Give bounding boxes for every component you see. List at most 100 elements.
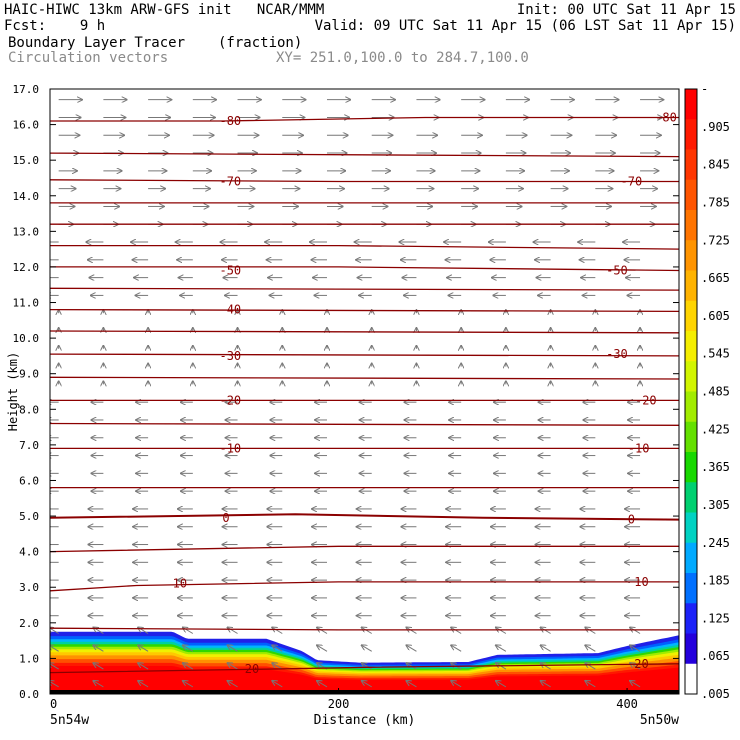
colorbar-label: .125 bbox=[701, 611, 730, 625]
wind-vector bbox=[272, 628, 283, 634]
y-tick-label: 8.0 bbox=[19, 403, 39, 416]
wind-vector bbox=[317, 628, 328, 634]
wind-vector bbox=[183, 645, 194, 652]
wind-vector bbox=[272, 645, 283, 652]
circulation-vectors bbox=[50, 100, 664, 688]
wind-vector bbox=[362, 663, 372, 670]
colorbar-label: .665 bbox=[701, 271, 730, 285]
wind-vector bbox=[138, 645, 149, 652]
contour-line bbox=[50, 627, 679, 631]
forecast-hour: Fcst: 9 h bbox=[4, 18, 106, 34]
contour-label: 10 bbox=[634, 575, 648, 589]
contour-label: -20 bbox=[219, 393, 241, 407]
contour-label: -50 bbox=[606, 264, 628, 278]
wind-vector bbox=[541, 681, 551, 688]
colorbar-label: .905 bbox=[701, 120, 730, 134]
colorbar-swatch bbox=[685, 119, 697, 150]
wind-vector bbox=[228, 645, 238, 652]
contour-label: 10 bbox=[173, 577, 187, 591]
colorbar-swatch bbox=[685, 421, 697, 453]
wind-vector bbox=[585, 645, 596, 652]
wind-vector bbox=[406, 663, 417, 670]
terrain-line bbox=[50, 690, 679, 694]
wind-vector bbox=[406, 681, 417, 688]
contour-label: 20 bbox=[634, 657, 648, 671]
colorbar-swatch bbox=[685, 391, 697, 423]
wind-vector bbox=[317, 681, 328, 688]
colorbar-label: .365 bbox=[701, 460, 730, 474]
wind-vector bbox=[317, 645, 328, 652]
wind-vector bbox=[272, 681, 283, 688]
colorbar-label: .605 bbox=[701, 309, 730, 323]
colorbar-swatch bbox=[685, 361, 697, 392]
colorbar-label: .485 bbox=[701, 385, 730, 399]
contour-label: -20 bbox=[635, 393, 657, 407]
contour-line bbox=[50, 422, 679, 426]
contour-line bbox=[50, 116, 679, 122]
x-axis-label: Distance (km) bbox=[314, 713, 416, 728]
contour-line bbox=[50, 179, 679, 183]
x-start-label: 5n54w bbox=[50, 713, 89, 728]
contour-line bbox=[50, 287, 679, 291]
colorbar-label: .305 bbox=[701, 498, 730, 512]
colorbar-swatch bbox=[685, 179, 697, 211]
wind-vector bbox=[406, 645, 417, 652]
field-name: Boundary Layer Tracer bbox=[8, 35, 186, 51]
wind-vector bbox=[630, 645, 641, 652]
wind-vector bbox=[183, 681, 194, 688]
y-tick-label: 0.0 bbox=[19, 688, 39, 701]
wind-vector bbox=[228, 628, 238, 634]
contour-line bbox=[50, 266, 679, 272]
colorbar-swatch bbox=[685, 603, 697, 634]
contour-line bbox=[50, 513, 679, 521]
wind-vector bbox=[362, 681, 372, 688]
contour-label: -10 bbox=[219, 441, 241, 455]
y-tick-label: 4.0 bbox=[19, 546, 39, 559]
colorbar-swatch bbox=[685, 452, 697, 483]
model-title: HAIC-HIWC 13km ARW-GFS init NCAR/MMM bbox=[4, 2, 325, 18]
x-tick-label: 0 bbox=[50, 697, 57, 711]
contour-line bbox=[50, 152, 679, 158]
contour-label: -30 bbox=[606, 347, 628, 361]
wind-vector bbox=[138, 681, 149, 688]
wind-vector bbox=[541, 663, 551, 670]
wind-vector bbox=[630, 681, 641, 688]
contour-label: 20 bbox=[245, 662, 259, 676]
y-tick-label: 16.0 bbox=[13, 119, 40, 132]
contour-line bbox=[50, 308, 679, 313]
contour-line bbox=[50, 330, 679, 334]
valid-time: Valid: 09 UTC Sat 11 Apr 15 (06 LST Sat … bbox=[314, 18, 736, 34]
y-tick-label: 13.0 bbox=[13, 225, 40, 238]
contour-line bbox=[50, 663, 679, 674]
colorbar-swatch bbox=[685, 482, 697, 513]
contour-line bbox=[50, 545, 679, 553]
wind-vector bbox=[138, 663, 149, 670]
contour-line bbox=[50, 244, 679, 250]
y-tick-label: 15.0 bbox=[13, 154, 40, 167]
x-tick-label: 400 bbox=[616, 697, 638, 711]
colorbar-swatch bbox=[685, 573, 697, 604]
wind-vector bbox=[496, 645, 507, 652]
contour-label: -70 bbox=[621, 175, 643, 189]
wind-vector bbox=[228, 663, 238, 670]
colorbar-label: .545 bbox=[701, 347, 730, 361]
contour-label: -50 bbox=[219, 264, 241, 278]
colorbar-label: .845 bbox=[701, 158, 730, 172]
contour-line bbox=[50, 376, 679, 380]
wind-vector bbox=[93, 663, 104, 670]
y-tick-label: 12.0 bbox=[13, 261, 40, 274]
colorbar: - .905 .845 .785 .725 .665 .605 .545 .485 .425 .36… bbox=[684, 82, 730, 701]
y-tick-label: 5.0 bbox=[19, 510, 39, 523]
contour-label: -40 bbox=[219, 303, 241, 317]
contour-label: -80 bbox=[655, 110, 677, 124]
colorbar-label: - bbox=[701, 82, 708, 96]
contour-line bbox=[50, 353, 679, 357]
colorbar-swatch bbox=[685, 331, 697, 362]
wind-vector bbox=[541, 645, 551, 652]
y-tick-label: 7.0 bbox=[19, 439, 39, 452]
colorbar-swatch bbox=[685, 300, 697, 332]
contour-label: -70 bbox=[219, 175, 241, 189]
wind-vector bbox=[228, 681, 238, 688]
